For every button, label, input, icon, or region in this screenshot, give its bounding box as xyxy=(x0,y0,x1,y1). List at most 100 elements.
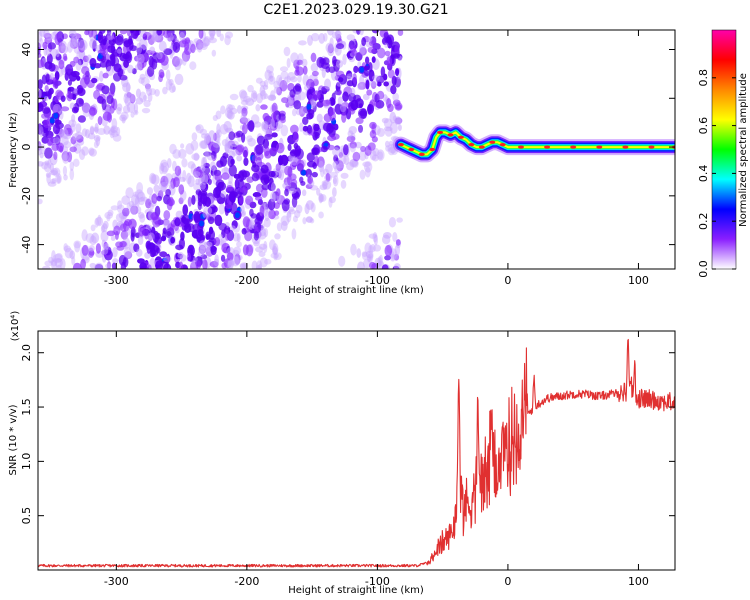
noise-cell xyxy=(208,141,217,151)
noise-cell xyxy=(151,226,156,239)
noise-cell xyxy=(203,36,211,47)
noise-cell xyxy=(38,103,42,109)
noise-cell xyxy=(153,184,160,193)
noise-cell xyxy=(179,31,185,41)
noise-cell xyxy=(303,85,310,91)
noise-cell xyxy=(310,52,317,63)
spectrogram-y-tick-label: -20 xyxy=(20,187,33,205)
noise-cell xyxy=(293,59,300,70)
noise-cell xyxy=(332,187,337,198)
noise-cell xyxy=(320,165,325,178)
noise-cell xyxy=(169,83,176,94)
noise-cell xyxy=(392,92,399,102)
noise-cell xyxy=(299,122,304,132)
noise-cell xyxy=(263,240,268,253)
noise-cell xyxy=(146,86,153,96)
noise-cell xyxy=(264,133,273,140)
noise-cell xyxy=(156,51,163,60)
noise-cell xyxy=(150,173,157,185)
noise-cell xyxy=(302,125,309,132)
noise-cell xyxy=(383,31,389,39)
noise-cell xyxy=(41,129,49,137)
noise-cell xyxy=(261,183,270,191)
noise-cell xyxy=(170,178,176,189)
noise-cell xyxy=(177,252,184,259)
noise-cell xyxy=(109,127,115,139)
noise-cell xyxy=(290,156,299,166)
noise-cell xyxy=(107,112,113,123)
noise-cell xyxy=(305,200,314,210)
noise-cell xyxy=(72,133,81,141)
noise-cell xyxy=(242,216,251,228)
noise-cell xyxy=(368,261,376,269)
noise-cell xyxy=(55,49,60,58)
noise-cell xyxy=(42,41,48,50)
noise-cell xyxy=(209,161,216,172)
noise-cell xyxy=(144,83,151,90)
noise-cell xyxy=(340,172,349,179)
noise-cell xyxy=(260,174,270,185)
noise-cell xyxy=(110,130,119,138)
noise-cell xyxy=(275,120,283,129)
noise-cell xyxy=(60,45,69,54)
noise-cell xyxy=(277,155,284,166)
noise-cell-strong xyxy=(306,103,312,110)
noise-cell xyxy=(77,115,87,123)
noise-cell xyxy=(359,169,366,180)
noise-cell xyxy=(109,53,116,61)
signal-peak xyxy=(544,145,551,149)
noise-cell xyxy=(350,99,359,111)
noise-cell xyxy=(88,107,98,116)
noise-cell xyxy=(220,254,226,262)
noise-cell xyxy=(145,83,151,92)
noise-cell xyxy=(216,123,221,135)
noise-cell xyxy=(397,30,404,37)
noise-cell xyxy=(228,191,235,202)
noise-cell xyxy=(258,251,266,258)
noise-cell xyxy=(212,206,218,213)
noise-cell xyxy=(270,90,276,100)
noise-cell xyxy=(274,233,281,240)
noise-cell xyxy=(106,261,111,269)
noise-cell xyxy=(97,115,103,126)
noise-cell xyxy=(279,79,288,92)
noise-cell xyxy=(286,211,292,218)
noise-cell xyxy=(332,160,340,170)
noise-cell xyxy=(148,172,157,184)
noise-cell xyxy=(47,181,57,187)
noise-cell xyxy=(381,117,389,124)
noise-cell xyxy=(367,62,373,73)
noise-cell xyxy=(318,211,324,219)
noise-cell xyxy=(55,173,62,185)
noise-cell xyxy=(143,94,148,101)
signal-peak xyxy=(648,145,655,149)
noise-cell xyxy=(226,103,233,113)
spectrogram-x-tick-label: -300 xyxy=(104,274,129,287)
noise-cell xyxy=(284,188,289,197)
noise-cell xyxy=(349,87,356,97)
noise-cell xyxy=(228,164,237,177)
noise-cell xyxy=(80,258,86,269)
noise-cell xyxy=(114,35,124,46)
noise-cell xyxy=(335,59,344,68)
noise-cell xyxy=(359,30,364,36)
noise-cell xyxy=(357,261,365,269)
noise-cell xyxy=(283,46,291,57)
noise-cell xyxy=(259,257,268,268)
noise-cell xyxy=(160,161,170,173)
snr-line xyxy=(38,338,675,568)
noise-cell xyxy=(74,241,81,253)
noise-cell xyxy=(94,217,99,228)
noise-cell xyxy=(270,252,280,259)
noise-cell xyxy=(149,203,154,210)
noise-cell xyxy=(41,113,47,119)
noise-cell xyxy=(273,86,280,94)
colorbar-tick-label: 0.2 xyxy=(697,212,710,230)
noise-cell xyxy=(314,132,320,139)
noise-cell xyxy=(130,111,135,118)
noise-cell xyxy=(256,260,263,269)
noise-cell xyxy=(56,264,62,269)
noise-cell xyxy=(186,252,191,262)
noise-cell xyxy=(181,50,191,62)
noise-cell xyxy=(360,145,366,152)
